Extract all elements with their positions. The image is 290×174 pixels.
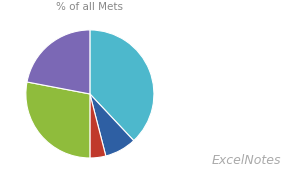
Wedge shape	[26, 82, 90, 158]
Wedge shape	[27, 30, 90, 94]
Text: ExcelNotes: ExcelNotes	[212, 154, 281, 167]
Wedge shape	[90, 94, 106, 158]
Wedge shape	[90, 94, 134, 156]
Wedge shape	[90, 30, 154, 141]
Title: % of all Mets: % of all Mets	[56, 2, 124, 12]
